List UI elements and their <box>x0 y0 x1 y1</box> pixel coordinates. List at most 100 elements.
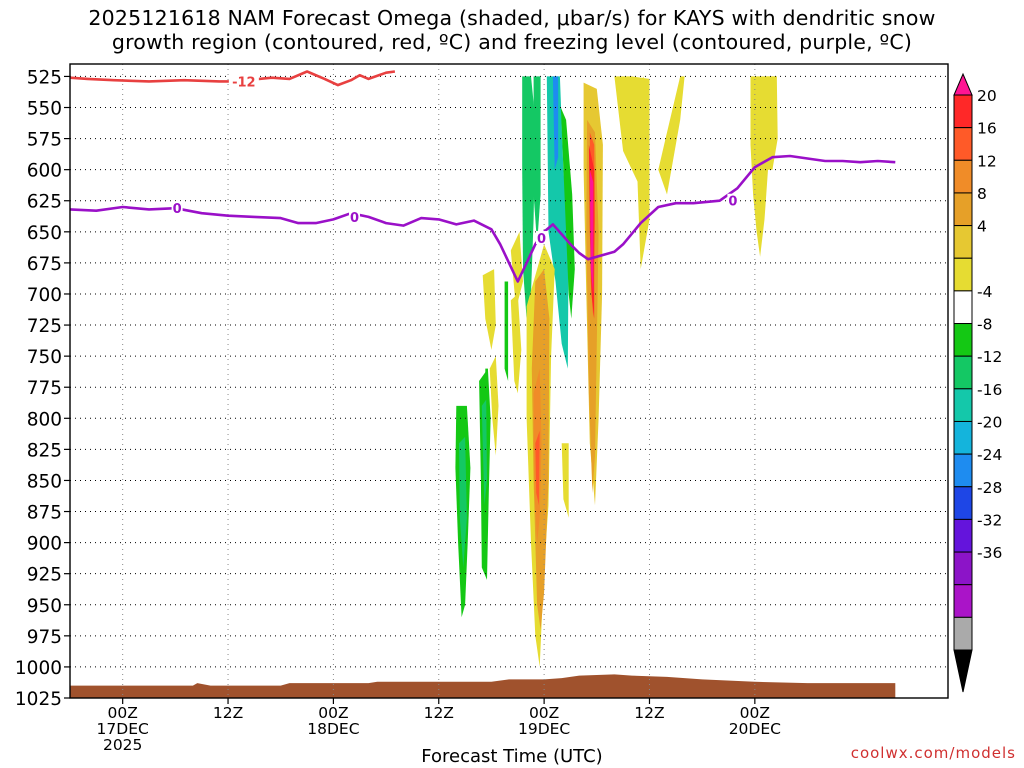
chart-title-line-1: 2025121618 NAM Forecast Omega (shaded, μ… <box>88 6 936 30</box>
x-tick-label-0-1: 17DEC <box>97 720 149 738</box>
colorbar-bin-15 <box>953 551 973 586</box>
colorbar-label-6: -8 <box>977 316 992 334</box>
y-tick-label-875: 875 <box>27 503 62 524</box>
y-tick-label-700: 700 <box>27 285 62 306</box>
colorbar-bin-6 <box>953 257 973 292</box>
colorbar-label-12: -32 <box>977 511 1002 529</box>
colorbar-bin-17 <box>953 616 973 651</box>
y-tick-label-600: 600 <box>27 161 62 182</box>
omega-shaded-region-5 <box>546 76 569 369</box>
omega-shaded-region-19 <box>482 269 496 350</box>
x-tick-label-48-0: 00Z <box>529 704 559 722</box>
colorbar-label-8: -16 <box>977 381 1002 399</box>
contour-0-line <box>70 70 396 87</box>
colorbar-bin-14 <box>953 518 973 553</box>
colorbar-label-7: -12 <box>977 348 1002 366</box>
y-tick-label-900: 900 <box>27 534 62 555</box>
y-tick-label-575: 575 <box>27 130 62 151</box>
y-tick-label-775: 775 <box>27 378 62 399</box>
colorbar-bin-13 <box>953 486 973 520</box>
omega-shaded-region-6 <box>552 76 559 170</box>
omega-shaded-region-27 <box>485 368 488 394</box>
chart-title-line-2: growth region (contoured, red, ºC) and f… <box>111 30 913 54</box>
y-tick-label-800: 800 <box>27 409 62 430</box>
omega-shaded-region-7 <box>560 107 575 319</box>
contour-label-minus12: -12 <box>232 75 256 90</box>
y-tick-label-625: 625 <box>27 192 62 213</box>
x-tick-label-72-1: 20DEC <box>729 720 781 738</box>
y-tick-label-1000: 1000 <box>15 658 62 679</box>
y-tick-label-750: 750 <box>27 347 62 368</box>
contour-label-0-c: 0 <box>537 232 546 247</box>
y-tick-label-850: 850 <box>27 471 62 492</box>
y-tick-label-550: 550 <box>27 99 62 120</box>
y-tick-label-1025: 1025 <box>15 689 62 710</box>
colorbar-label-2: 12 <box>977 152 997 170</box>
omega-shaded-region-13 <box>510 231 523 309</box>
contour-label-0-a-bg <box>171 201 183 215</box>
contour-label-0-c-bg <box>535 231 547 245</box>
x-axis-label: Forecast Time (UTC) <box>421 746 603 767</box>
y-tick-label-525: 525 <box>27 67 62 88</box>
y-tick-label-675: 675 <box>27 254 62 275</box>
contour-label-0-d: 0 <box>728 195 737 210</box>
omega-shaded-region-21 <box>510 294 522 394</box>
x-tick-label-12-0: 12Z <box>213 704 243 722</box>
colorbar-bin-7 <box>953 290 973 325</box>
colorbar-bin-11 <box>953 420 973 455</box>
colorbar-label-1: 16 <box>977 120 997 138</box>
omega-shaded-region-4 <box>533 76 541 245</box>
contour-label-0-b: 0 <box>350 211 359 226</box>
omega-shaded-region-20 <box>489 356 499 456</box>
colorbar-bin-3 <box>953 159 973 194</box>
x-tick-label-72-0: 00Z <box>740 704 770 722</box>
omega-shaded-region-26 <box>504 281 509 381</box>
y-tick-label-825: 825 <box>27 440 62 461</box>
colorbar-bin-12 <box>953 453 973 488</box>
x-tick-label-24-1: 18DEC <box>307 720 359 738</box>
contour-label-0-b-bg <box>348 209 360 223</box>
chart-title: 2025121618 NAM Forecast Omega (shaded, μ… <box>0 6 1024 54</box>
colorbar-bin-2 <box>953 127 973 161</box>
colorbar-label-5: -4 <box>977 283 992 301</box>
contour-label-0-d-bg <box>727 193 739 207</box>
y-tick-label-650: 650 <box>27 223 62 244</box>
colorbar-label-0: 20 <box>977 87 997 105</box>
omega-shaded-region-3 <box>522 76 536 319</box>
colorbar-bottom-arrow <box>953 649 973 693</box>
omega-shaded-region-25 <box>481 399 487 506</box>
colorbar-label-9: -20 <box>977 413 1002 431</box>
colorbar-bin-16 <box>953 584 973 618</box>
y-tick-label-950: 950 <box>27 596 62 617</box>
y-tick-label-725: 725 <box>27 316 62 337</box>
colorbar-top-arrow <box>953 72 973 96</box>
omega-shaded-region-1 <box>658 76 685 195</box>
contour-label-minus12-bg <box>228 74 259 88</box>
omega-shaded-region-29 <box>765 76 777 133</box>
colorbar-label-10: -24 <box>977 446 1002 464</box>
colorbar-label-3: 8 <box>977 185 987 203</box>
contour-label-0-a: 0 <box>173 202 182 217</box>
colorbar-bin-8 <box>953 323 973 357</box>
colorbar-bin-10 <box>953 388 973 422</box>
plot-frame <box>69 63 949 699</box>
x-tick-label-48-1: 19DEC <box>518 720 570 738</box>
colorbar-bin-1 <box>953 94 973 129</box>
y-tick-label-925: 925 <box>27 565 62 586</box>
x-tick-label-24-0: 00Z <box>318 704 348 722</box>
contour-1-line <box>70 154 896 283</box>
omega-shaded-region-17 <box>535 430 540 506</box>
x-tick-label-60-0: 12Z <box>634 704 664 722</box>
source-credit: coolwx.com/models <box>850 744 1016 762</box>
colorbar-label-13: -36 <box>977 544 1002 562</box>
x-tick-label-0-0: 00Z <box>108 704 138 722</box>
omega-shaded-region-23 <box>459 436 467 568</box>
colorbar-label-11: -28 <box>977 479 1002 497</box>
y-tick-label-975: 975 <box>27 627 62 648</box>
omega-shaded-region-2 <box>634 76 650 270</box>
colorbar-bin-5 <box>953 225 973 259</box>
x-tick-label-0-2: 2025 <box>103 736 142 754</box>
terrain-surface <box>70 674 896 698</box>
colorbar-bin-4 <box>953 192 973 227</box>
